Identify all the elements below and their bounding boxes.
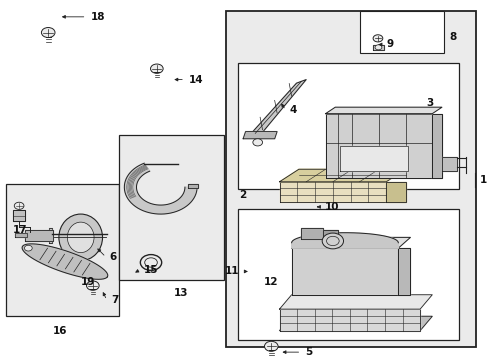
- Polygon shape: [22, 244, 107, 279]
- Text: 4: 4: [289, 105, 297, 115]
- Bar: [5, 184, 119, 316]
- Circle shape: [86, 281, 99, 290]
- Text: 19: 19: [81, 277, 95, 287]
- Circle shape: [14, 202, 24, 210]
- Polygon shape: [431, 114, 441, 178]
- Polygon shape: [279, 182, 386, 202]
- Text: 18: 18: [90, 12, 105, 22]
- Text: 16: 16: [53, 325, 67, 336]
- Text: 14: 14: [188, 75, 203, 85]
- Polygon shape: [325, 114, 431, 178]
- Bar: [238, 209, 458, 339]
- Polygon shape: [291, 237, 409, 248]
- Circle shape: [24, 245, 32, 251]
- Ellipse shape: [59, 214, 102, 261]
- Polygon shape: [325, 107, 441, 114]
- Circle shape: [322, 233, 343, 249]
- Text: 10: 10: [324, 202, 338, 212]
- Polygon shape: [25, 230, 53, 241]
- Polygon shape: [188, 184, 198, 188]
- Polygon shape: [441, 157, 456, 171]
- Polygon shape: [386, 182, 405, 202]
- Polygon shape: [323, 230, 337, 237]
- Bar: [238, 63, 458, 189]
- Text: 3: 3: [426, 98, 433, 108]
- Polygon shape: [49, 228, 52, 243]
- Polygon shape: [291, 248, 398, 295]
- Polygon shape: [301, 228, 323, 239]
- Polygon shape: [15, 233, 27, 237]
- Polygon shape: [247, 80, 305, 137]
- Bar: [119, 135, 224, 280]
- Text: 8: 8: [448, 32, 456, 41]
- Bar: [226, 12, 475, 347]
- Text: 1: 1: [479, 175, 486, 185]
- Text: 13: 13: [174, 288, 188, 298]
- Text: 12: 12: [263, 277, 278, 287]
- Circle shape: [150, 64, 163, 73]
- Polygon shape: [340, 146, 407, 171]
- Text: 7: 7: [111, 295, 118, 305]
- Text: 17: 17: [13, 225, 27, 235]
- Text: 11: 11: [224, 266, 239, 276]
- Polygon shape: [243, 132, 277, 139]
- Polygon shape: [291, 233, 398, 248]
- Text: 9: 9: [386, 40, 392, 49]
- Polygon shape: [398, 248, 409, 295]
- Polygon shape: [372, 45, 383, 50]
- Polygon shape: [13, 211, 25, 221]
- Circle shape: [374, 45, 381, 50]
- Circle shape: [372, 35, 382, 42]
- Ellipse shape: [67, 222, 94, 253]
- Text: 2: 2: [239, 190, 246, 200]
- Circle shape: [252, 139, 262, 146]
- Circle shape: [264, 341, 278, 351]
- Text: 6: 6: [110, 252, 117, 262]
- Circle shape: [41, 27, 55, 37]
- Bar: [359, 12, 444, 53]
- Polygon shape: [279, 309, 419, 330]
- Text: 15: 15: [144, 265, 159, 275]
- Polygon shape: [124, 163, 197, 214]
- Polygon shape: [279, 295, 431, 309]
- Polygon shape: [279, 169, 405, 182]
- Polygon shape: [279, 316, 431, 330]
- Text: 5: 5: [305, 347, 312, 357]
